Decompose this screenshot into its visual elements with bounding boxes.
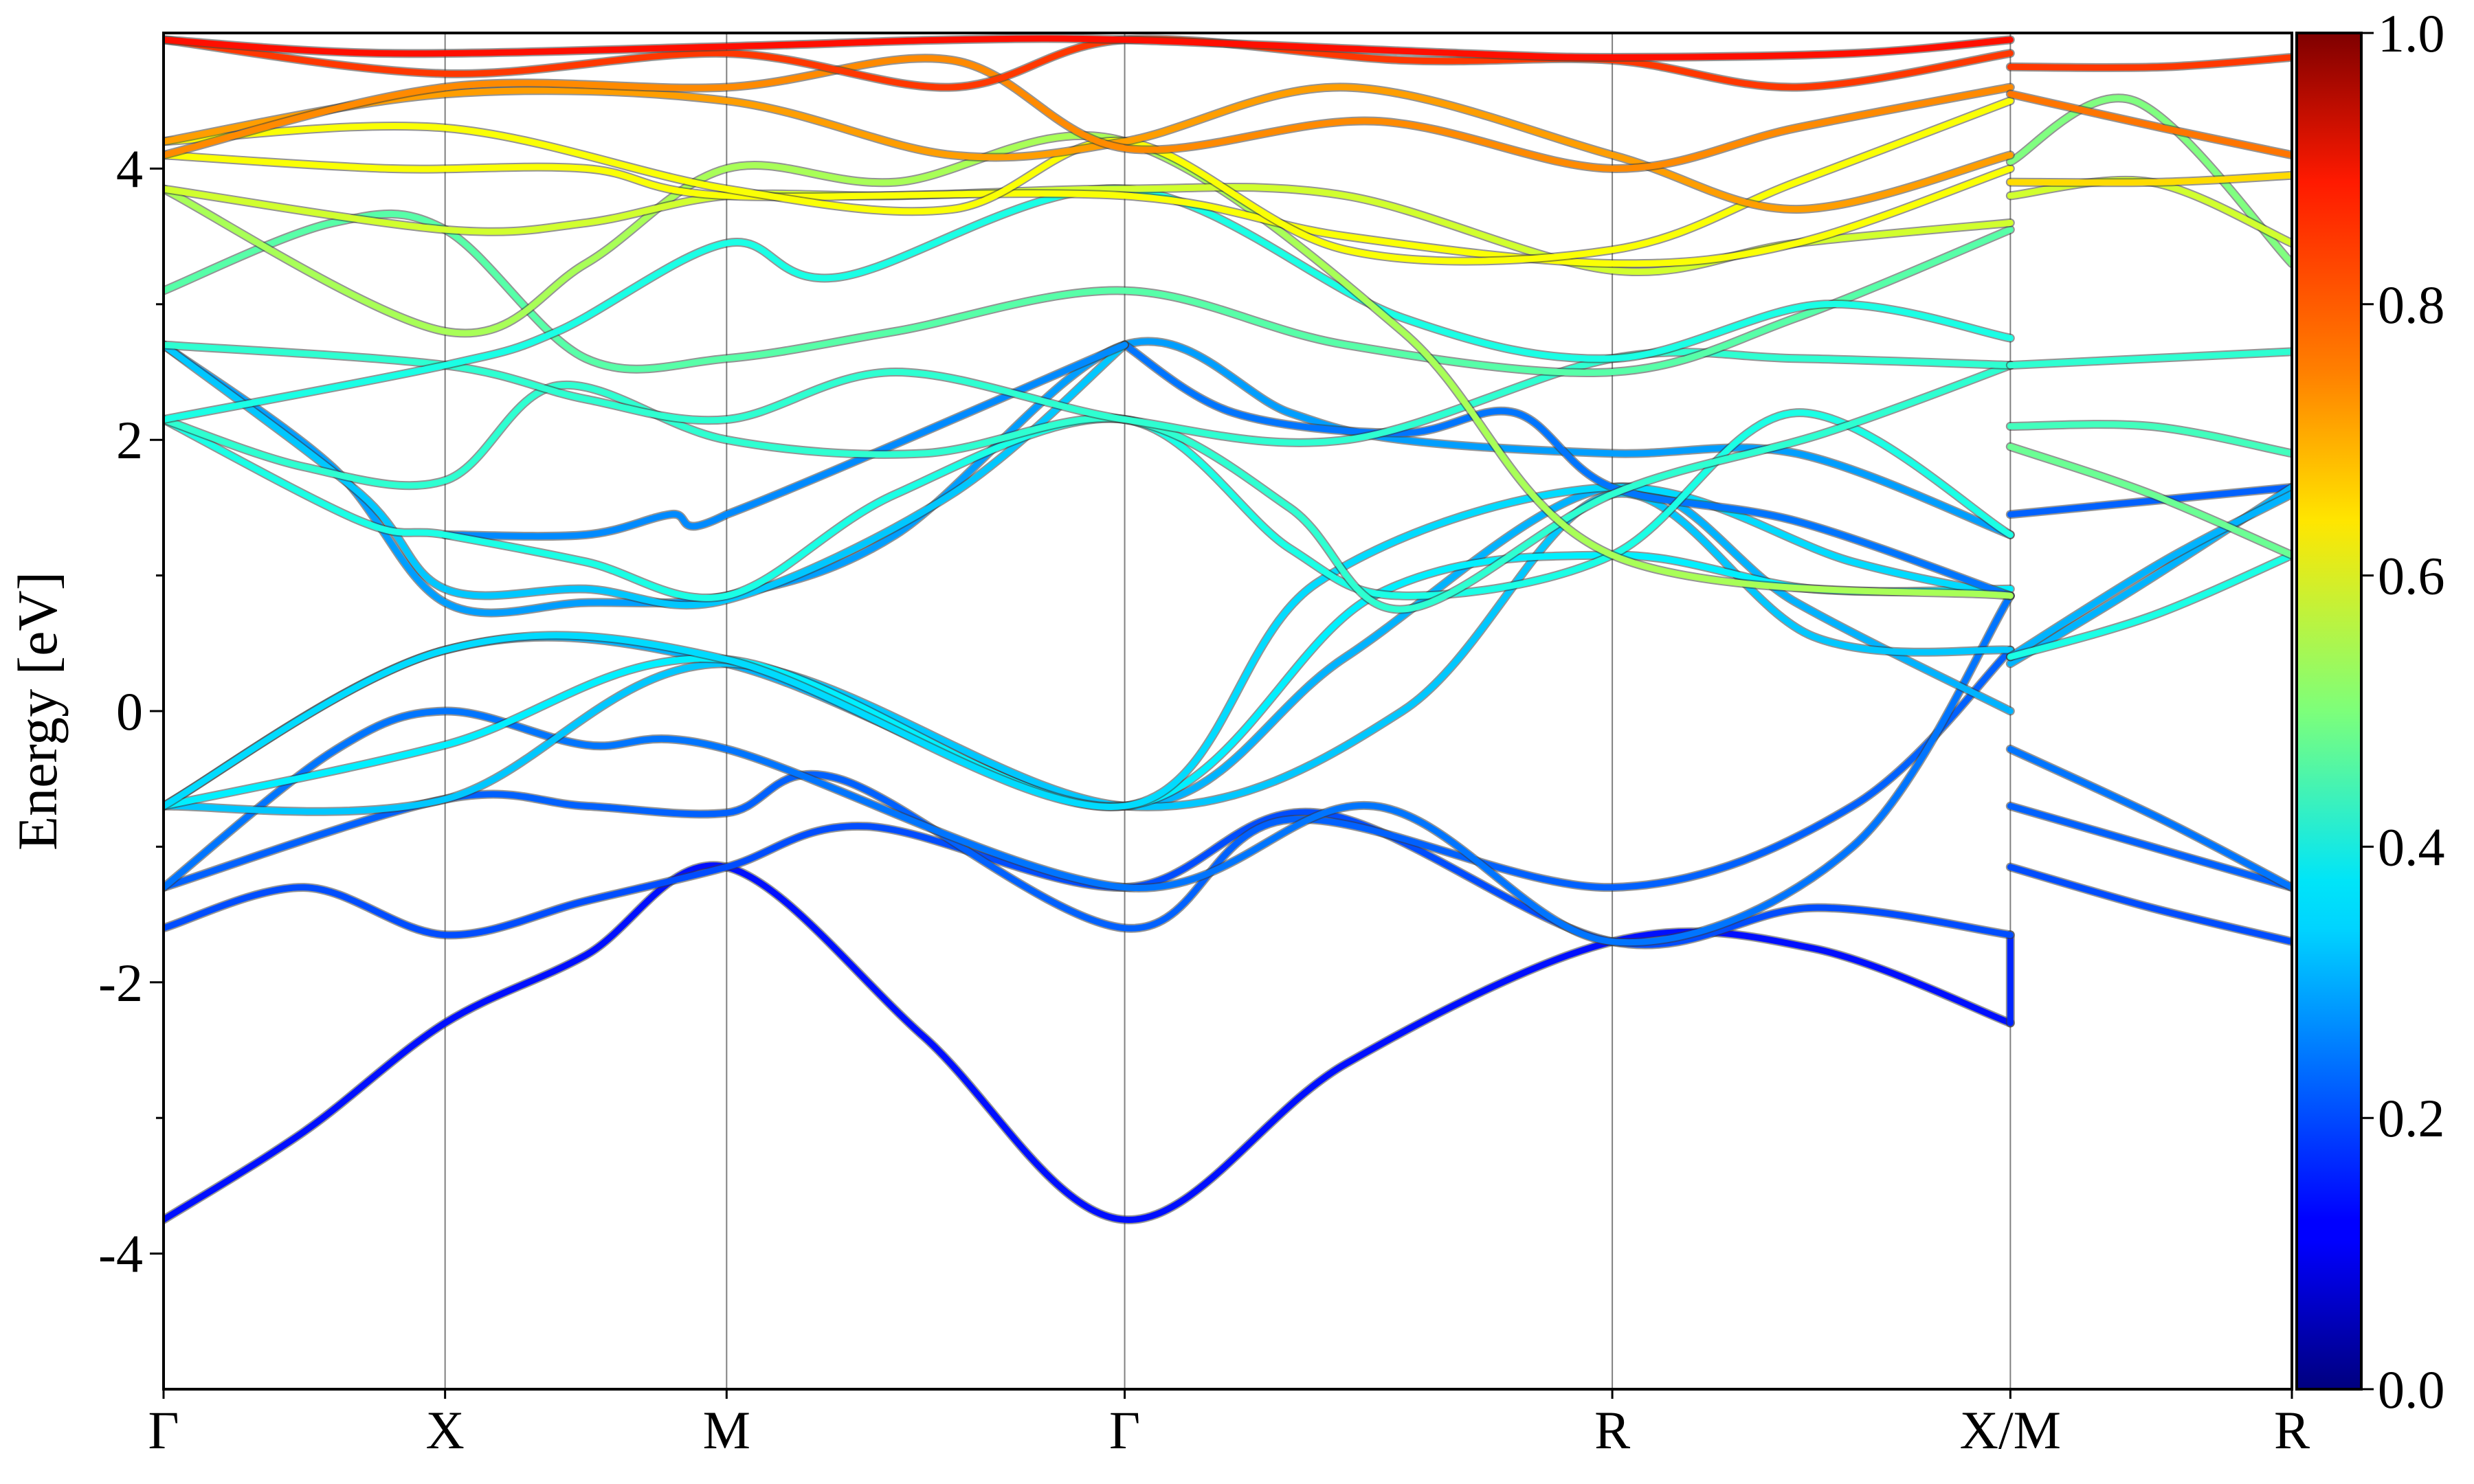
band-line <box>164 341 1128 609</box>
band-line <box>2007 172 2292 186</box>
band-line <box>164 592 2014 946</box>
band-line <box>164 362 2014 613</box>
x-tick-label: X <box>425 1400 464 1460</box>
colorbar-ticks: 0.0 0.2 0.4 0.6 0.8 1.0 <box>2361 3 2445 1419</box>
band-line <box>2007 484 2292 518</box>
y-tick-label: 0 <box>116 682 143 741</box>
band-line <box>164 98 2014 265</box>
band-line <box>164 647 2014 932</box>
x-tick-label: M <box>703 1400 750 1460</box>
band-line <box>2007 91 2292 159</box>
colorbar-tick-label: 0.0 <box>2378 1360 2445 1419</box>
band-line <box>164 338 2014 616</box>
x-tick-label: Γ <box>1109 1400 1140 1460</box>
band-line <box>164 552 2014 810</box>
band-line <box>164 55 2014 172</box>
band-line <box>164 484 2014 810</box>
band-line <box>1122 341 2014 599</box>
band-line <box>2007 491 2292 660</box>
x-tick-label: R <box>1594 1400 1630 1460</box>
y-axis: -4 -2 0 2 4 <box>98 139 164 1284</box>
bands <box>164 34 2292 1224</box>
band-line <box>164 809 2014 948</box>
band-line <box>2007 802 2292 891</box>
band-line <box>164 210 2014 376</box>
x-tick-label: R <box>2274 1400 2310 1460</box>
x-axis: Γ X M Γ R X/M R <box>148 1389 2310 1460</box>
colorbar-tick-label: 0.4 <box>2378 817 2445 877</box>
band-line <box>164 862 2014 1223</box>
band-line <box>2007 421 2292 457</box>
band-line <box>442 341 1128 540</box>
band-line <box>2007 552 2292 660</box>
band-line <box>164 84 2014 213</box>
band-line <box>164 36 2014 91</box>
y-tick-label: -4 <box>98 1224 143 1284</box>
y-tick-label: 2 <box>116 410 143 470</box>
colorbar-tick-label: 0.2 <box>2378 1088 2445 1148</box>
band-line <box>164 152 2014 267</box>
y-tick-label: 4 <box>116 139 143 199</box>
y-axis-title: Energy [eV] <box>6 572 69 851</box>
band-outline <box>164 550 2015 811</box>
y-tick-label: -2 <box>98 953 143 1013</box>
band-line <box>2007 348 2292 369</box>
colorbar-tick-label: 0.6 <box>2378 546 2445 606</box>
band-line <box>164 185 2014 423</box>
x-tick-label: Γ <box>148 1400 179 1460</box>
x-tick-label: X/M <box>1960 1400 2061 1460</box>
band-line <box>2007 443 2292 559</box>
colorbar <box>2295 32 2363 1391</box>
colorbar-tick-label: 0.8 <box>2378 275 2445 335</box>
band-line <box>2007 864 2292 945</box>
band-line <box>164 35 2014 60</box>
colorbar-tick-label: 1.0 <box>2378 3 2445 63</box>
band-line <box>2007 54 2292 71</box>
band-line <box>2007 745 2292 891</box>
